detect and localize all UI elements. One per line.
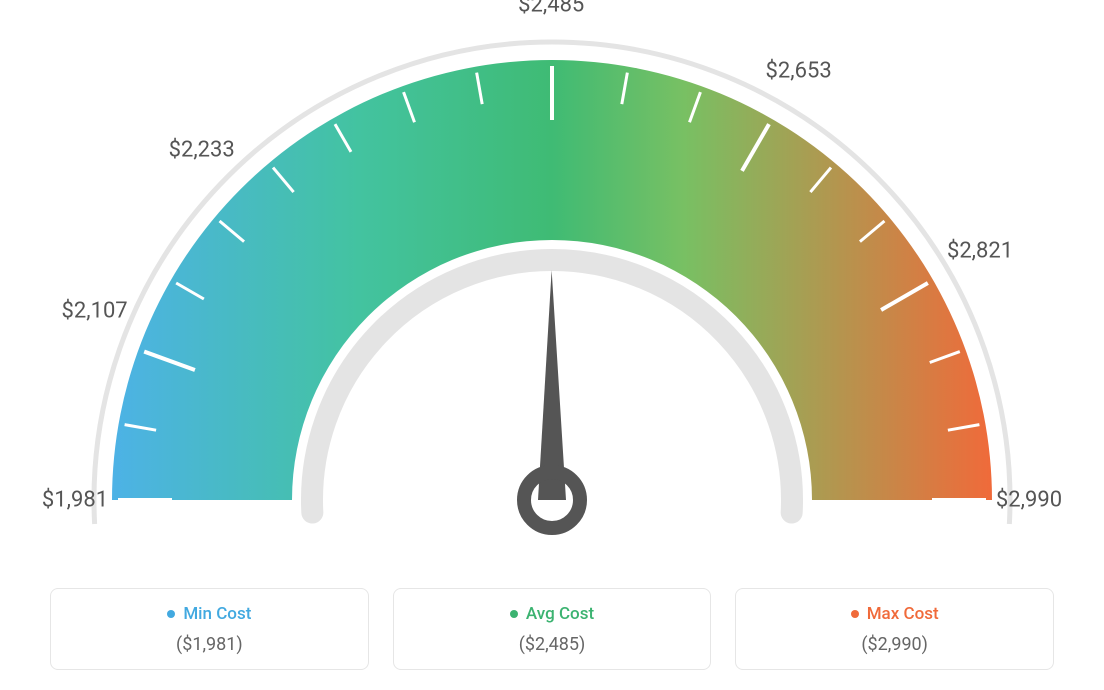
legend-label-max: Max Cost <box>867 604 939 624</box>
legend-title-max: Max Cost <box>851 604 939 624</box>
legend-card-max: Max Cost ($2,990) <box>735 588 1054 670</box>
legend-dot-avg-icon <box>510 610 518 618</box>
gauge-tick-label: $2,653 <box>766 58 832 83</box>
gauge: $1,981 $2,107 $2,233 $2,485 $2,653 $2,821 $2,9… <box>0 0 1104 560</box>
gauge-tick-label: $2,990 <box>996 488 1062 513</box>
legend-dot-max-icon <box>851 610 859 618</box>
legend-row: Min Cost ($1,981) Avg Cost ($2,485) Max … <box>50 588 1054 670</box>
legend-label-min: Min Cost <box>183 604 251 624</box>
gauge-tick-label: $2,485 <box>518 0 584 18</box>
legend-value-avg: ($2,485) <box>412 634 693 655</box>
gauge-svg <box>0 0 1104 560</box>
legend-value-max: ($2,990) <box>754 634 1035 655</box>
gauge-chart-container: $1,981 $2,107 $2,233 $2,485 $2,653 $2,821 $2,9… <box>0 0 1104 690</box>
legend-value-min: ($1,981) <box>69 634 350 655</box>
legend-dot-min-icon <box>167 610 175 618</box>
legend-card-min: Min Cost ($1,981) <box>50 588 369 670</box>
legend-card-avg: Avg Cost ($2,485) <box>393 588 712 670</box>
legend-title-avg: Avg Cost <box>510 604 594 624</box>
gauge-tick-label: $1,981 <box>42 488 108 513</box>
gauge-tick-label: $2,233 <box>169 138 235 163</box>
gauge-tick-label: $2,821 <box>947 239 1013 264</box>
legend-title-min: Min Cost <box>167 604 251 624</box>
legend-label-avg: Avg Cost <box>526 604 594 624</box>
gauge-tick-label: $2,107 <box>62 298 128 323</box>
